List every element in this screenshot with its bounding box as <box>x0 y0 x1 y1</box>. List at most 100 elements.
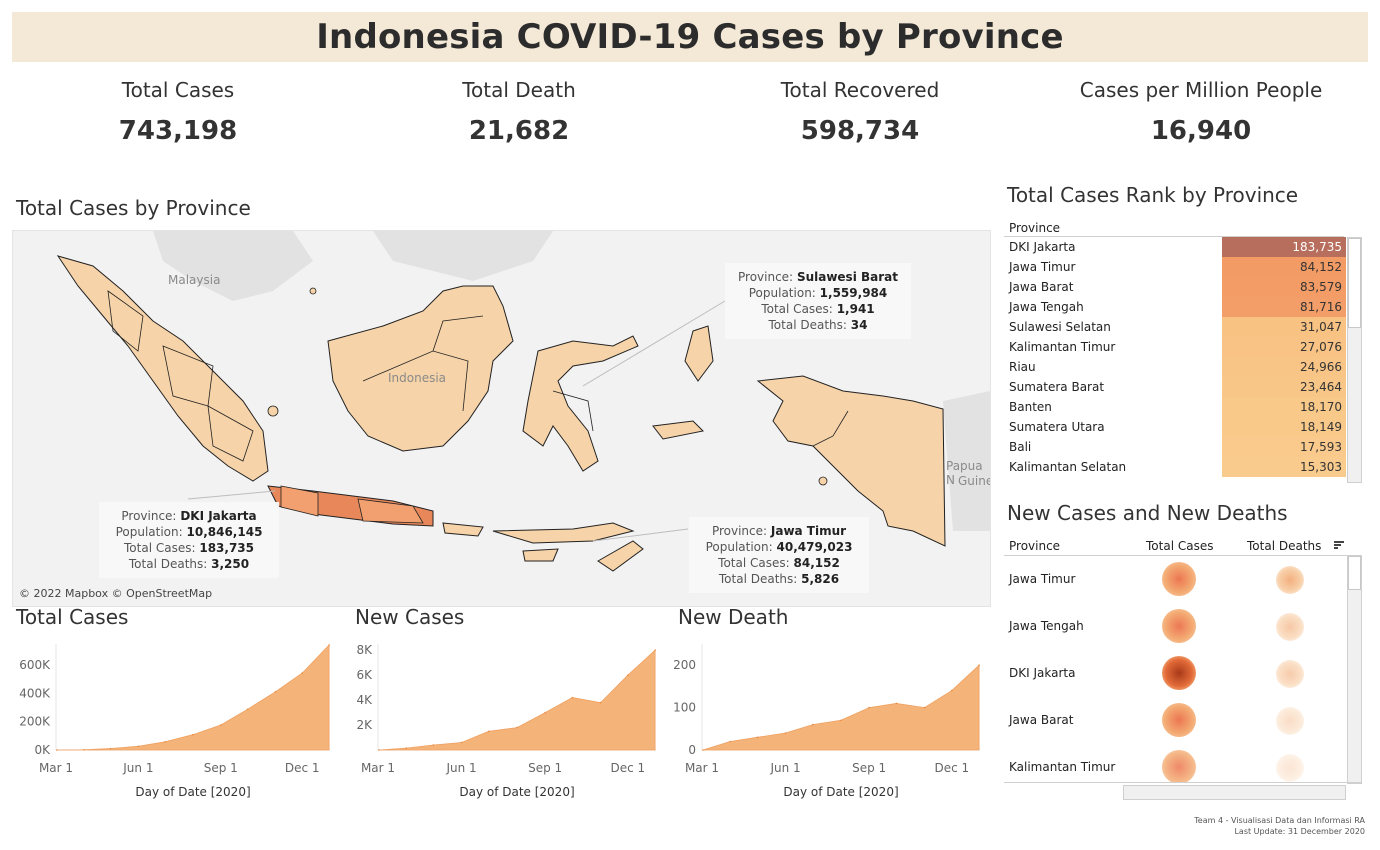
bubble-header-province[interactable]: Province <box>1009 539 1061 553</box>
rank-value-cell[interactable]: 18,170 <box>1222 397 1346 417</box>
data-point[interactable] <box>164 741 166 743</box>
data-point[interactable] <box>978 664 980 666</box>
death-bubble[interactable] <box>1276 754 1304 782</box>
data-point[interactable] <box>274 691 277 693</box>
data-point[interactable] <box>895 702 898 705</box>
data-point[interactable] <box>192 733 194 736</box>
bubble-horizontal-scrollbar[interactable] <box>1123 785 1346 800</box>
rank-value-cell[interactable]: 83,579 <box>1222 277 1346 297</box>
case-bubble[interactable] <box>1162 750 1196 782</box>
bubble-row[interactable]: DKI Jakarta <box>1004 650 1349 697</box>
data-point[interactable] <box>83 749 85 751</box>
data-point[interactable] <box>544 711 546 714</box>
kpi-label: Total Death <box>462 78 576 102</box>
death-bubble[interactable] <box>1276 660 1304 688</box>
rank-value-cell[interactable]: 18,149 <box>1222 417 1346 437</box>
rank-row[interactable]: Sumatera Barat 23,464 <box>1004 377 1346 397</box>
total-cases-chart[interactable]: 0K 200K 400K 600K Mar 1 Jun 1 Sep 1 Dec 1 Day of… <box>12 632 342 807</box>
province-shape-papua[interactable] <box>756 375 946 547</box>
data-point[interactable] <box>627 674 629 676</box>
province-shape-ntb[interactable] <box>442 522 484 537</box>
data-point[interactable] <box>729 740 731 743</box>
rank-value-cell[interactable]: 15,303 <box>1222 457 1346 477</box>
rank-value-cell[interactable]: 81,716 <box>1222 297 1346 317</box>
rank-value-cell[interactable]: 31,047 <box>1222 317 1346 337</box>
data-point[interactable] <box>488 730 490 733</box>
data-point[interactable] <box>951 689 953 692</box>
rank-row[interactable]: Sulawesi Selatan 31,047 <box>1004 317 1346 337</box>
bubble-header-deaths[interactable]: Total Deaths <box>1247 539 1322 553</box>
new-death-chart[interactable]: 0 100 200 Mar 1 Jun 1 Sep 1 Dec 1 Day of Date [… <box>672 632 992 807</box>
province-shape-maluku[interactable] <box>652 420 705 440</box>
death-bubble[interactable] <box>1276 613 1304 641</box>
bubble-row[interactable]: Kalimantan Timur <box>1004 744 1349 782</box>
case-bubble[interactable] <box>1162 609 1196 643</box>
rank-row[interactable]: Jawa Barat 83,579 <box>1004 277 1346 297</box>
death-bubble[interactable] <box>1276 566 1304 594</box>
province-shape-jawa-barat[interactable] <box>280 485 319 517</box>
rank-row[interactable]: Bali 17,593 <box>1004 437 1346 457</box>
bubble-scrollbar[interactable] <box>1347 555 1362 784</box>
data-point[interactable] <box>460 741 463 744</box>
rank-value-cell[interactable]: 17,593 <box>1222 437 1346 457</box>
province-shape-ntt[interactable] <box>492 522 635 544</box>
rank-row[interactable]: DKI Jakarta 183,735 <box>1004 237 1346 257</box>
rank-header-province[interactable]: Province <box>1009 221 1061 235</box>
data-point[interactable] <box>784 732 787 734</box>
province-map[interactable]: Malaysia Indonesia Papua N Guine Provinc… <box>12 230 991 607</box>
rank-row[interactable]: Kalimantan Timur 27,076 <box>1004 337 1346 357</box>
data-point[interactable] <box>812 723 814 726</box>
rank-row[interactable]: Jawa Timur 84,152 <box>1004 257 1346 277</box>
rank-row[interactable]: Sumatera Utara 18,149 <box>1004 417 1346 437</box>
rank-row[interactable]: Riau 24,966 <box>1004 357 1346 377</box>
rank-value-cell[interactable]: 27,076 <box>1222 337 1346 357</box>
map-canvas[interactable] <box>13 231 990 606</box>
data-point[interactable] <box>220 724 222 726</box>
death-bubble[interactable] <box>1276 707 1304 735</box>
data-point[interactable] <box>516 726 518 729</box>
data-point[interactable] <box>702 749 704 751</box>
province-shape-sulawesi[interactable] <box>522 335 639 472</box>
area-series[interactable] <box>378 649 656 751</box>
rank-value-cell[interactable]: 183,735 <box>1222 237 1346 257</box>
province-shape-maluku-utara[interactable] <box>684 325 714 382</box>
data-point[interactable] <box>571 696 574 699</box>
rank-scrollbar[interactable] <box>1347 237 1362 483</box>
rank-scroll-thumb[interactable] <box>1348 238 1361 328</box>
rank-value-cell[interactable]: 84,152 <box>1222 257 1346 277</box>
data-point[interactable] <box>328 644 330 646</box>
bubble-row[interactable]: Jawa Barat <box>1004 697 1349 744</box>
data-point[interactable] <box>868 706 870 709</box>
bubble-row[interactable]: Jawa Tengah <box>1004 603 1349 650</box>
data-point[interactable] <box>654 649 656 651</box>
data-point[interactable] <box>378 749 380 751</box>
data-point[interactable] <box>599 701 602 704</box>
rank-row[interactable]: Jawa Tengah 81,716 <box>1004 297 1346 317</box>
data-point[interactable] <box>840 719 842 722</box>
data-point[interactable] <box>301 672 304 674</box>
map-credit[interactable]: © 2022 Mapbox © OpenStreetMap <box>19 587 213 600</box>
data-point[interactable] <box>923 706 926 709</box>
data-point[interactable] <box>56 749 58 751</box>
bubble-scroll-thumb[interactable] <box>1348 556 1361 590</box>
new-cases-chart[interactable]: 2K 4K 6K 8K Mar 1 Jun 1 Sep 1 Dec 1 Day of Date … <box>348 632 668 807</box>
data-point[interactable] <box>109 747 112 750</box>
province-shape-jawa-timur[interactable] <box>357 498 424 524</box>
data-point[interactable] <box>432 744 435 746</box>
rank-row[interactable]: Banten 18,170 <box>1004 397 1346 417</box>
data-point[interactable] <box>246 708 249 711</box>
rank-value-cell[interactable]: 24,966 <box>1222 357 1346 377</box>
sort-icon[interactable] <box>1332 538 1346 552</box>
rank-value-cell[interactable]: 23,464 <box>1222 377 1346 397</box>
bubble-row[interactable]: Jawa Timur <box>1004 556 1349 603</box>
data-point[interactable] <box>756 736 759 739</box>
case-bubble[interactable] <box>1162 562 1196 596</box>
bubble-header-cases[interactable]: Total Cases <box>1146 539 1214 553</box>
data-point[interactable] <box>405 747 407 749</box>
province-shape-kalimantan[interactable] <box>327 285 514 452</box>
rank-row[interactable]: Kalimantan Selatan 15,303 <box>1004 457 1346 477</box>
area-series[interactable] <box>702 664 980 751</box>
data-point[interactable] <box>137 745 140 748</box>
case-bubble[interactable] <box>1162 703 1196 737</box>
case-bubble[interactable] <box>1162 656 1196 690</box>
